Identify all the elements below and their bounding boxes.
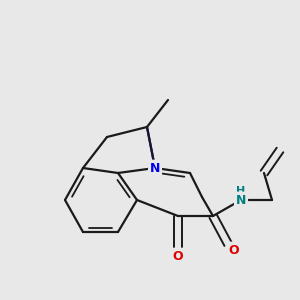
Text: O: O	[173, 250, 183, 262]
Text: N: N	[236, 194, 246, 206]
Text: H: H	[236, 186, 246, 196]
Text: N: N	[150, 161, 160, 175]
Text: O: O	[229, 244, 239, 256]
